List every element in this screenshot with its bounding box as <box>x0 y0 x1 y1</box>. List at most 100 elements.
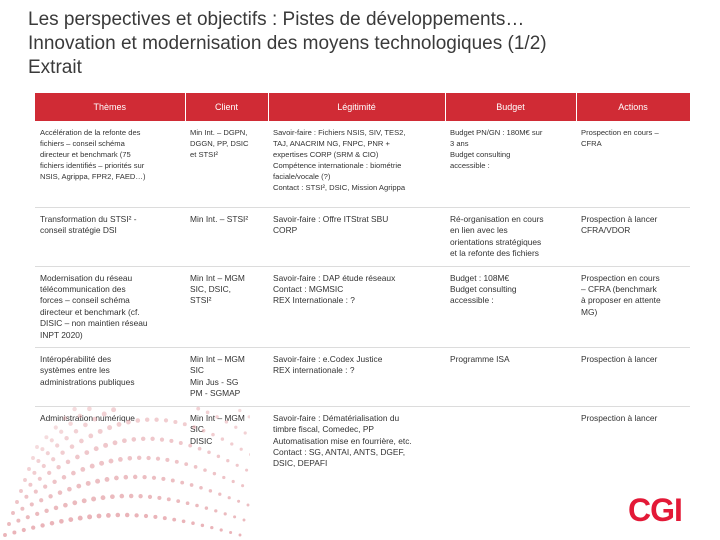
decorative-dot <box>101 411 107 417</box>
decorative-dot <box>174 459 179 464</box>
decorative-dot <box>155 456 161 461</box>
header-themes: Thèmes <box>35 93 186 121</box>
decorative-dot <box>237 499 241 503</box>
decorative-dot <box>73 429 79 434</box>
decorative-dot <box>72 500 78 506</box>
cell-actions: Prospection en cours – CFRA (benchmark à p… <box>576 266 690 349</box>
decorative-dot <box>79 438 84 444</box>
decorative-dot <box>201 428 206 433</box>
decorative-dot <box>203 468 207 472</box>
decorative-dot <box>124 512 130 518</box>
cell-text-line: Prospection à lancer <box>581 412 658 423</box>
decorative-dot <box>208 489 213 493</box>
cell-text-line: Min Int. – STSI² <box>190 214 249 224</box>
decorative-dot <box>161 476 166 481</box>
decorative-dot <box>242 518 246 522</box>
cell-text-line: Prospection à lancer <box>581 214 658 224</box>
cell-text-line: CFRA <box>581 139 602 148</box>
cell-client: Min Int – MGM SIC, DSIC, STSI² <box>185 266 268 349</box>
cell-budget: Budget : 108M€ Budget consulting accessibl… <box>445 266 576 349</box>
decorative-dot <box>80 467 86 472</box>
cell-text-line: à proposer en attente <box>581 295 661 306</box>
decorative-dot <box>71 470 76 476</box>
cell-text-line: Budget : 108M€ <box>450 272 510 283</box>
cell-text-line: Budget consulting <box>450 150 511 159</box>
cell-text-line: Savoir-faire : Dématérialisation du <box>273 412 400 423</box>
cell-text-line: Budget consulting <box>450 284 517 295</box>
decorative-dot-pattern <box>3 406 250 537</box>
cell-text-line: CFRA/VDOR <box>581 225 631 236</box>
decorative-dot <box>69 444 75 449</box>
decorative-dot <box>67 486 72 492</box>
decorative-dot <box>72 406 77 412</box>
decorative-dot <box>128 493 134 499</box>
decorative-dot <box>235 463 239 467</box>
cell-text-line: et STSI² <box>190 150 218 159</box>
decorative-dot <box>20 506 25 511</box>
decorative-dot <box>114 475 119 481</box>
decorative-dot <box>61 475 67 480</box>
decorative-dot <box>39 498 44 503</box>
cell-text-line: NSIS, Agrippa, FPR2, FAED…) <box>40 172 146 181</box>
decorative-dot <box>215 415 219 419</box>
decorative-dot <box>53 425 58 430</box>
decorative-dot <box>11 511 15 515</box>
decorative-dot <box>143 513 149 519</box>
decorative-dot <box>33 489 38 494</box>
decorative-dot <box>123 474 129 480</box>
cell-text-line: Ré-organisation en cours <box>450 214 544 224</box>
cell-text-line: 3 ans <box>450 139 469 148</box>
cell-text-line: REX internationale : ? <box>273 365 355 376</box>
title-line-1: Les perspectives et objectifs : Pistes d… <box>28 9 525 30</box>
decorative-dot <box>115 512 121 518</box>
decorative-dot <box>219 528 223 532</box>
decorative-dot <box>108 458 114 464</box>
decorative-dot <box>196 406 201 411</box>
decorative-dot <box>48 494 53 499</box>
decorative-dot <box>239 447 243 451</box>
cell-client: Min Int. – DGPN, DGGN, PP, DSIC et STSI² <box>185 121 268 208</box>
decorative-dot <box>226 459 230 463</box>
decorative-dot <box>176 499 181 504</box>
cell-text-line: Automatisation mise en fourrière, etc. <box>273 435 412 446</box>
cell-text-line: SIC <box>190 424 204 435</box>
cell-budget: Ré-organisation en cours en lien avec les… <box>445 207 576 267</box>
cell-text-line: STSI² <box>190 295 212 306</box>
cell-budget: Budget PN/GN : 180M€ sur 3 ans Budget cons… <box>445 121 576 208</box>
decorative-dot <box>181 519 186 524</box>
cell-text-line: Accélération de la refonte des <box>40 128 141 137</box>
cell-text-line: conseil stratégie DSI <box>40 225 117 236</box>
cell-text-line: Min Int – MGM <box>190 272 245 283</box>
decorative-dot <box>146 455 151 461</box>
decorative-dot <box>35 445 39 449</box>
header-client: Client <box>185 93 269 121</box>
cell-text-line: accessible : <box>450 295 494 306</box>
cell-budget <box>445 406 576 481</box>
cell-text-line: et la refonte des fichiers <box>450 248 539 259</box>
cell-text-line: SIC, DSIC, <box>190 284 231 295</box>
decorative-dot <box>147 494 153 499</box>
decorative-dot <box>37 476 42 481</box>
decorative-dot <box>119 493 125 499</box>
cell-text-line: MG) <box>581 306 598 317</box>
cell-text-line: – CFRA (benchmark <box>581 284 657 295</box>
cell-text-line: DISIC – non maintien réseau <box>40 318 148 329</box>
decorative-dot <box>41 463 46 469</box>
cell-budget: Programme ISA <box>445 347 576 407</box>
decorative-dot <box>44 508 49 513</box>
cell-text-line: Prospection en cours – <box>581 128 659 137</box>
decorative-dot <box>151 475 157 480</box>
cgi-logo: CGI <box>628 492 683 528</box>
cell-text-line: Savoir-faire : DAP étude réseaux <box>273 272 396 283</box>
decorative-dot <box>245 468 249 472</box>
decorative-dot <box>131 437 137 442</box>
cell-text-line: Savoir-faire : Offre ITStrat SBU <box>273 214 389 224</box>
cell-text-line: Prospection en cours <box>581 272 660 283</box>
cell-text-line: Compétence internationale : biométrie <box>273 161 402 170</box>
cell-text-line: Min Int. – DGPN, <box>190 128 248 137</box>
decorative-dot <box>180 480 185 485</box>
decorative-dot <box>68 421 73 426</box>
decorative-dot <box>247 415 250 419</box>
cell-actions: Prospection à lancer <box>576 347 690 407</box>
cell-actions: Prospection à lancer <box>576 406 690 481</box>
